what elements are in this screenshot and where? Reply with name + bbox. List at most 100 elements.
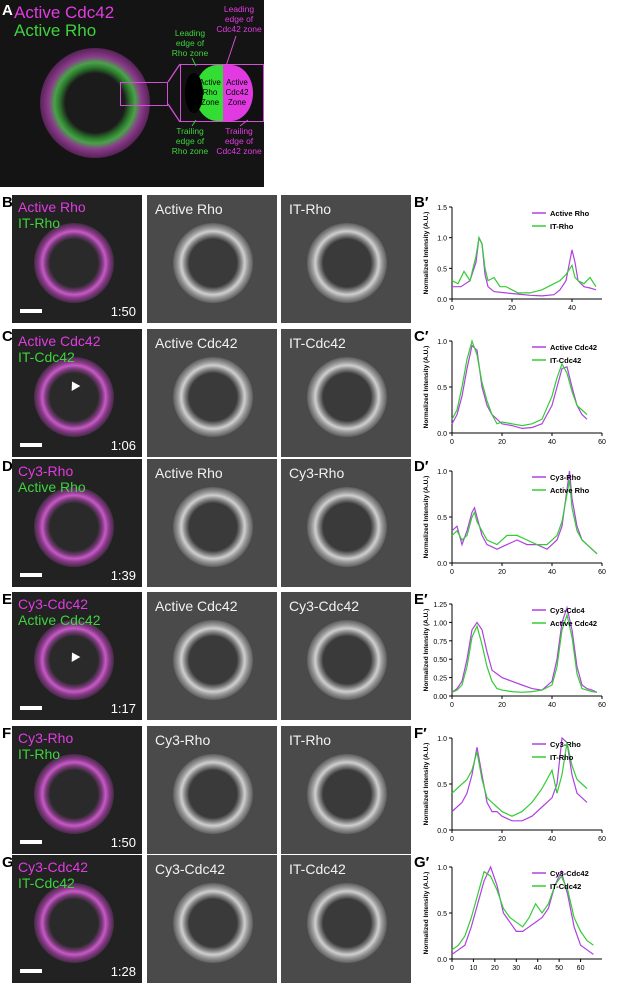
cell-ring — [307, 883, 387, 963]
scale-bar — [20, 443, 42, 447]
cell-ring — [307, 487, 387, 567]
panel-letter-b-prime: B′ — [414, 194, 429, 211]
ch2-label: Active Cdc42 — [155, 335, 238, 351]
ch2-label: Active Cdc42 — [155, 598, 238, 614]
cell-ring — [307, 620, 387, 700]
timestamp: 1:28 — [110, 964, 136, 979]
ch3-image-b: IT-Rho — [281, 195, 411, 323]
cell-ring — [173, 357, 253, 437]
panel-a-title-green: Active Rho — [14, 21, 97, 40]
cell-ring — [173, 754, 253, 834]
x-tick-label: 0 — [450, 702, 454, 709]
x-tick-label: 20 — [498, 439, 506, 446]
merge-image-c: Active Cdc42 IT-Cdc42 1:06 — [12, 329, 142, 457]
ch3-label: Cy3-Rho — [289, 465, 345, 481]
x-tick-label: 60 — [598, 702, 606, 709]
cdc42-zone-label: Active Cdc42 Zone — [225, 78, 249, 107]
ch3-label: IT-Cdc42 — [289, 861, 346, 877]
series-line-0 — [451, 736, 588, 822]
panel-letter-c-prime: C′ — [414, 328, 429, 345]
y-tick-label: 1.5 — [437, 205, 447, 212]
y-axis-label: Normalized Intensity (A.U.) — [423, 743, 430, 826]
y-tick-label: 0.0 — [437, 431, 447, 438]
merge-label-magenta: Cy3-Rho — [18, 463, 74, 479]
legend-label-1: IT-Cdc42 — [550, 356, 581, 365]
y-axis-label: Normalized Intensity (A.U.) — [423, 872, 430, 955]
merge-label-green: IT-Rho — [18, 746, 61, 762]
scale-bar — [20, 309, 42, 313]
merge-label-green: Active Cdc42 — [18, 612, 101, 628]
trail-cdc42-label: Trailing edge of Cdc42 zone — [216, 126, 262, 156]
y-tick-label: 1.00 — [433, 620, 447, 627]
merge-label-magenta: Cy3-Cdc42 — [18, 596, 89, 612]
cell-ring — [34, 223, 114, 303]
series-line-0 — [451, 470, 598, 555]
panel-letter-f-prime: F′ — [414, 725, 427, 742]
scale-bar — [20, 840, 42, 844]
intensity-chart-c: 0.0 0.5 1.0 0 20 40 60 Normalized Intensity (A.… — [412, 329, 612, 457]
x-tick-label: 50 — [555, 965, 563, 972]
ch3-image-f: IT-Rho — [281, 726, 411, 854]
annotation-leaders — [191, 35, 249, 127]
x-tick-label: 60 — [577, 965, 585, 972]
chart-svg: 0.0 0.5 1.0 1.5 0 20 40 Normalized Intensity (A… — [423, 205, 602, 312]
y-tick-label: 0.0 — [437, 828, 447, 835]
y-tick-label: 1.0 — [437, 339, 447, 346]
intensity-chart-d: 0.0 0.5 1.0 0 20 40 60 Normalized Intensity (A.… — [412, 459, 612, 587]
panel-letter-d-prime: D′ — [414, 458, 429, 475]
intensity-chart-b: 0.0 0.5 1.0 1.5 0 20 40 Normalized Intensity (A… — [412, 195, 612, 323]
zoom-lines — [167, 63, 181, 123]
y-tick-label: 0.75 — [433, 639, 447, 646]
legend-label-0: Cy3-Rho — [550, 473, 581, 482]
timestamp: 1:06 — [110, 438, 136, 453]
merge-image-f: Cy3-Rho IT-Rho 1:50 — [12, 726, 142, 854]
ch2-image-d: Active Rho — [147, 459, 277, 587]
legend-label-0: Cy3-Rho — [550, 740, 581, 749]
series-line-0 — [451, 344, 588, 430]
chart-svg: 0.0 0.5 1.0 0 20 40 60 Normalized Intensity (A.… — [423, 339, 606, 446]
merge-image-d: Cy3-Rho Active Rho 1:39 — [12, 459, 142, 587]
ch3-image-e: Cy3-Cdc42 — [281, 592, 411, 720]
timestamp: 1:50 — [110, 304, 136, 319]
legend-label-0: Active Rho — [550, 209, 590, 218]
x-tick-label: 0 — [450, 836, 454, 843]
y-tick-label: 0.50 — [433, 657, 447, 664]
y-tick-label: 0.0 — [437, 297, 447, 304]
cell-ring — [34, 620, 114, 700]
merge-label-green: IT-Rho — [18, 215, 61, 231]
legend-label-0: Cy3-Cdc42 — [550, 869, 589, 878]
series-line-1 — [451, 612, 598, 693]
chart-svg: 0.0 0.5 1.0 0 10 20 30 40 50 60 Normalized Intensi… — [423, 865, 602, 972]
lead-cdc42-label: Leading edge of Cdc42 zone — [216, 4, 262, 34]
merge-label-magenta: Active Cdc42 — [18, 333, 101, 349]
y-axis-label: Normalized Intensity (A.U.) — [423, 609, 430, 692]
x-tick-label: 40 — [548, 569, 556, 576]
merge-label-magenta: Active Rho — [18, 199, 86, 215]
series-line-1 — [451, 870, 594, 951]
series-line-0 — [451, 605, 598, 693]
y-tick-label: 0.25 — [433, 676, 447, 683]
chart-svg: 0.0 0.5 1.0 0 20 40 60 Normalized Intensity (A.… — [423, 736, 606, 843]
merge-label-green: IT-Cdc42 — [18, 349, 75, 365]
panel-letter-d: D — [2, 458, 13, 475]
x-tick-label: 40 — [548, 836, 556, 843]
legend-label-1: IT-Cdc42 — [550, 882, 581, 891]
y-tick-label: 0.5 — [437, 515, 447, 522]
x-tick-label: 20 — [508, 305, 516, 312]
panel-letter-a: A — [2, 2, 13, 19]
ch2-label: Active Rho — [155, 465, 223, 481]
series-line-1 — [451, 742, 588, 817]
legend-label-1: IT-Rho — [550, 222, 574, 231]
merge-label-green: IT-Cdc42 — [18, 875, 75, 891]
y-tick-label: 1.0 — [437, 236, 447, 243]
panel-a-image: Active Cdc42 Active Rho Active Rho Zone Ac… — [0, 0, 264, 187]
timestamp: 1:39 — [110, 568, 136, 583]
legend-label-1: Active Cdc42 — [550, 619, 597, 628]
cell-ring — [173, 487, 253, 567]
merge-image-b: Active Rho IT-Rho 1:50 — [12, 195, 142, 323]
x-tick-label: 0 — [450, 305, 454, 312]
panel-letter-g-prime: G′ — [414, 854, 430, 871]
scale-bar — [20, 573, 42, 577]
cell-ring — [40, 48, 150, 158]
panel-letter-f: F — [2, 725, 12, 742]
